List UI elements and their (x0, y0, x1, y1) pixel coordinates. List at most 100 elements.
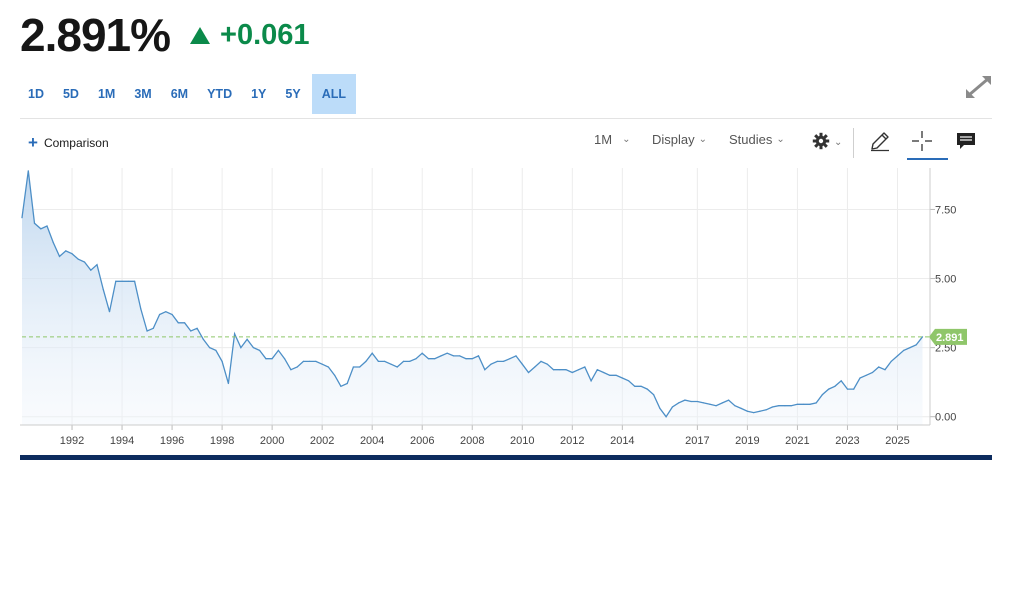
data-point (134, 280, 136, 282)
data-point (890, 360, 892, 362)
data-point (784, 405, 786, 407)
data-point (65, 250, 67, 252)
x-tick-label: 2014 (610, 435, 634, 447)
data-point (227, 382, 229, 385)
data-point (409, 360, 411, 362)
data-point (684, 399, 686, 401)
expand-icon[interactable] (964, 74, 994, 100)
data-point (140, 308, 142, 310)
x-tick-label: 2021 (785, 435, 809, 447)
data-point (565, 369, 567, 371)
data-point (271, 358, 273, 360)
data-point (477, 355, 480, 357)
data-point (803, 403, 805, 405)
data-point (265, 358, 267, 360)
series-area (22, 170, 923, 425)
data-point (334, 374, 336, 376)
toolbar-separator (853, 128, 854, 158)
data-point (471, 358, 473, 360)
display-dropdown[interactable]: Display ⌄ (652, 132, 707, 147)
data-point (584, 366, 586, 368)
data-point (252, 347, 254, 349)
x-tick-label: 2012 (560, 435, 584, 447)
data-point (859, 377, 861, 379)
data-point (884, 369, 886, 371)
data-point (765, 409, 767, 411)
comparison-button[interactable]: + Comparison (28, 133, 109, 152)
data-point (496, 360, 498, 362)
data-point (540, 360, 542, 362)
range-tab-1y[interactable]: 1Y (251, 87, 267, 101)
data-point (552, 369, 555, 371)
data-point (740, 407, 742, 409)
data-point (653, 394, 655, 396)
data-point (108, 311, 111, 313)
data-point (259, 349, 261, 351)
data-point (327, 366, 329, 368)
y-tick-label: 7.50 (935, 204, 956, 216)
data-point (302, 360, 304, 362)
interval-dropdown[interactable]: 1M ⌄ (594, 132, 630, 147)
studies-dropdown[interactable]: Studies ⌄ (729, 132, 785, 147)
data-point (490, 363, 492, 365)
data-point (609, 374, 611, 376)
data-point (865, 374, 867, 376)
data-point (728, 399, 730, 401)
range-tab-all[interactable]: ALL (311, 74, 356, 114)
price-change: +0.061 (190, 19, 310, 52)
crosshair-icon[interactable] (911, 130, 933, 152)
data-point (102, 289, 104, 291)
crosshair-active-indicator (907, 158, 948, 160)
data-point (621, 377, 623, 379)
range-tab-1m[interactable]: 1M (97, 87, 116, 101)
data-point (690, 400, 692, 403)
data-point (377, 360, 379, 362)
y-axis: 0.00 2.50 5.00 7.50 (929, 168, 956, 425)
data-point (921, 336, 924, 338)
data-point (896, 355, 899, 357)
data-point (509, 358, 511, 360)
plus-icon: + (28, 133, 38, 152)
data-point (446, 352, 448, 354)
pencil-icon[interactable] (869, 130, 891, 152)
last-price-tag-label: 2.891 (936, 332, 964, 344)
data-point (284, 358, 286, 360)
quote-header: 2.891% +0.061 (20, 6, 310, 64)
y-tick-label: 2.50 (935, 343, 956, 355)
data-point (771, 406, 774, 408)
data-point (33, 222, 36, 224)
up-triangle-icon (190, 26, 211, 44)
data-point (96, 264, 98, 266)
x-tick-label: 2023 (835, 435, 859, 447)
chevron-down-icon: ⌄ (698, 134, 708, 145)
data-point (209, 347, 211, 349)
range-tab-3m[interactable]: 3M (134, 87, 152, 101)
data-point (396, 366, 398, 368)
data-point (184, 322, 186, 324)
data-point (578, 369, 580, 371)
comparison-label: Comparison (43, 136, 109, 150)
data-point (809, 403, 811, 405)
toolbar-divider (20, 118, 992, 119)
x-tick-label: 2000 (260, 435, 284, 447)
range-tab-1d[interactable]: 1D (28, 87, 44, 101)
comment-icon[interactable] (955, 130, 977, 152)
settings-dropdown[interactable]: ⌄ (812, 132, 842, 153)
range-tab-ytd[interactable]: YTD (207, 87, 233, 101)
data-point (371, 352, 373, 354)
x-tick-label: 2010 (510, 435, 534, 447)
data-point (759, 410, 761, 412)
data-point (834, 385, 836, 387)
range-tab-5d[interactable]: 5D (62, 87, 79, 101)
x-tick-label: 1998 (210, 435, 234, 447)
data-point (52, 242, 54, 244)
yield-chart[interactable]: 1992 1994 1996 1998 2000 2002 2004 2006 2008 2010… (0, 160, 1000, 450)
data-point (384, 360, 386, 362)
chevron-down-icon: ⌄ (776, 134, 785, 145)
range-tab-5y[interactable]: 5Y (285, 87, 301, 101)
gear-icon (812, 132, 830, 153)
data-point (427, 358, 430, 360)
range-tab-6m[interactable]: 6M (170, 87, 189, 101)
data-point (615, 374, 617, 376)
data-point (715, 405, 717, 407)
